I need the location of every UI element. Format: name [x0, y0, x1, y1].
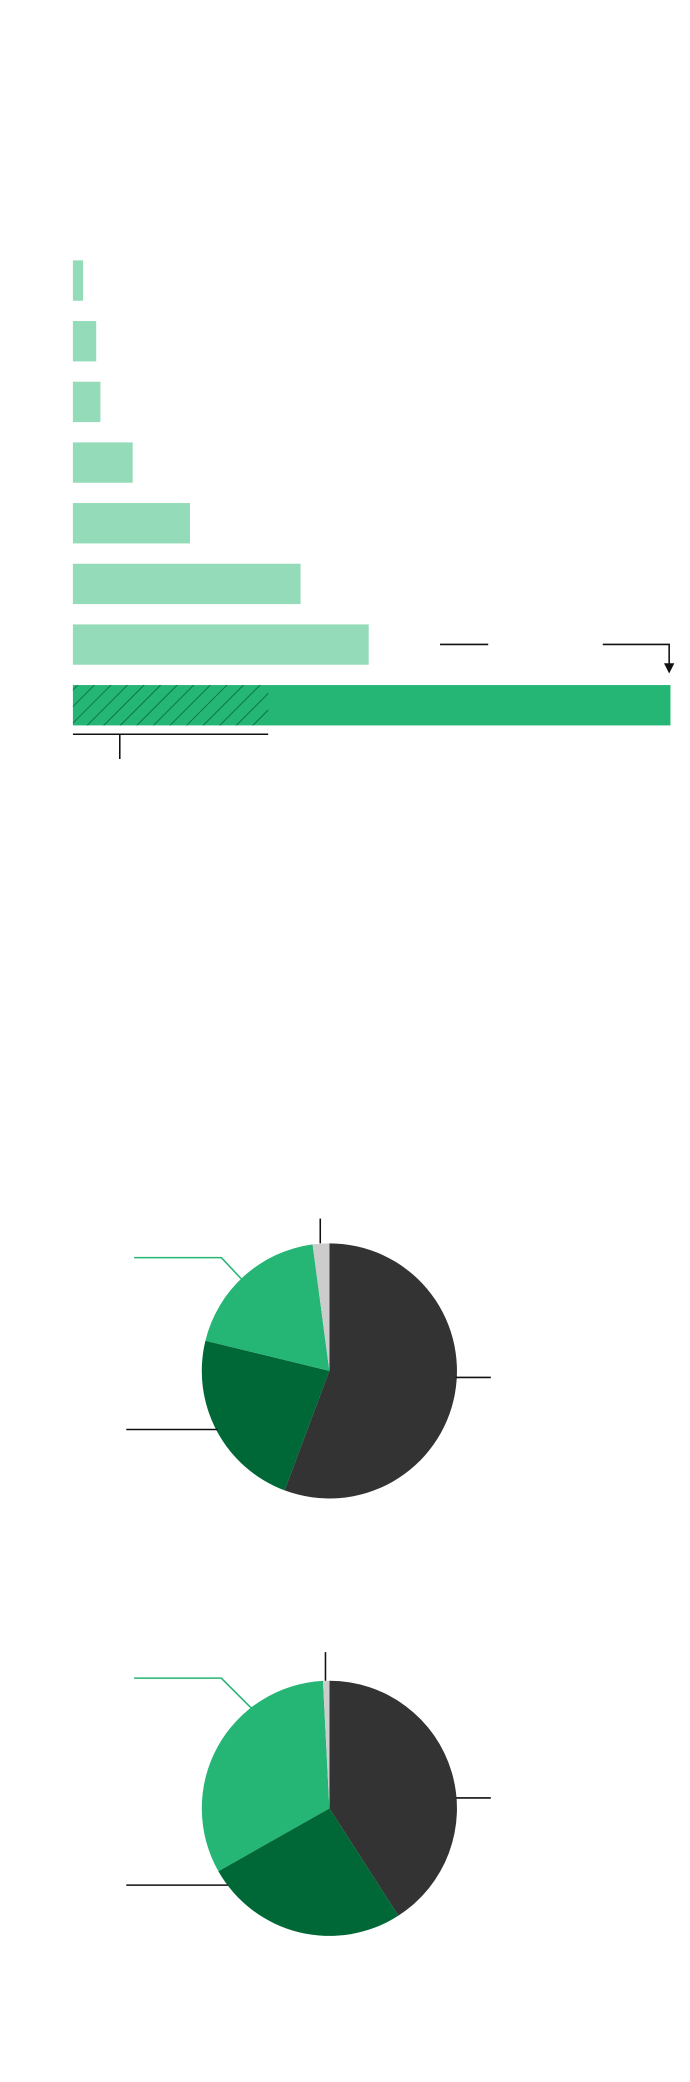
- pie-slice: [329, 1680, 457, 1916]
- bar: [72, 503, 191, 544]
- pie-slice: [218, 1808, 399, 1936]
- bar: [72, 321, 97, 362]
- pie-slice: [205, 1244, 330, 1371]
- pie-slice: [284, 1243, 457, 1499]
- pie-slice: [201, 1680, 330, 1872]
- pie-slice: [312, 1243, 330, 1371]
- annotations: [72, 643, 675, 1886]
- bar: [72, 381, 101, 423]
- pie-slice: [201, 1340, 330, 1491]
- arrow-head: [664, 663, 675, 674]
- leader-line: [134, 1677, 252, 1709]
- bar: [72, 563, 301, 605]
- pie-slice: [322, 1680, 330, 1809]
- bar: [72, 442, 133, 483]
- leader-line: [134, 1256, 243, 1281]
- leader-arrow: [602, 643, 670, 667]
- bar: [72, 260, 84, 301]
- bar-hatch: [72, 685, 269, 726]
- bar: [72, 624, 369, 665]
